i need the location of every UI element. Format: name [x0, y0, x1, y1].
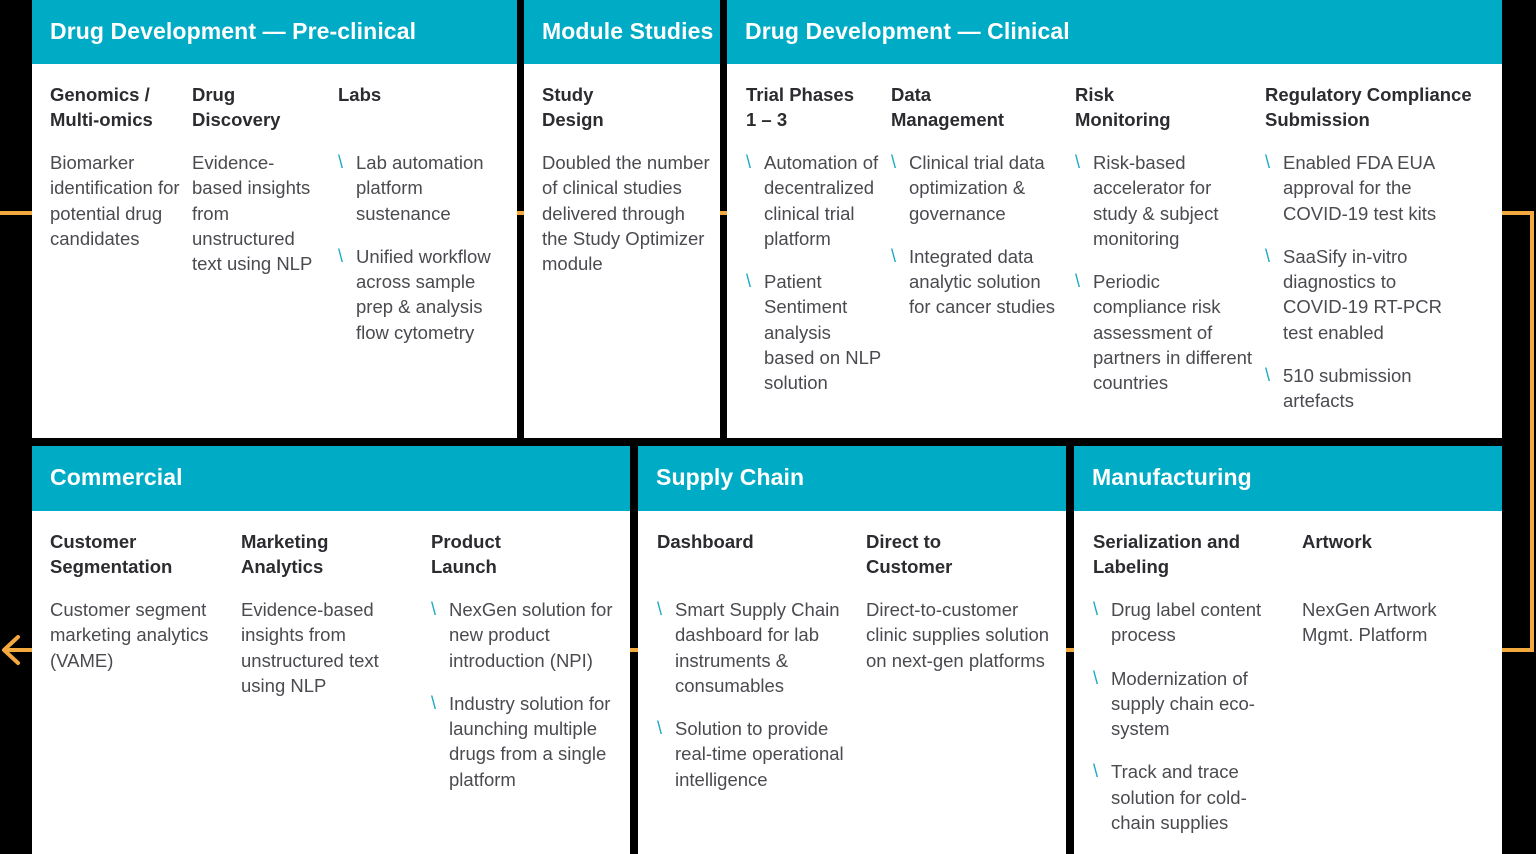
column-title: Risk Monitoring: [1075, 84, 1171, 130]
list-item: \ Risk-based accelerator for study & subj…: [1075, 152, 1219, 249]
column-text: Biomarker identification for potential d…: [50, 152, 180, 249]
panel-manufacturing: Manufacturing Serialization and Labeling …: [1074, 446, 1502, 854]
list-item: \ Automation of decentralized clinical tr…: [746, 152, 879, 249]
bullet-icon: \: [1265, 152, 1271, 172]
column-genomics: Genomics / Multi-omics Biomarker identifi…: [50, 82, 180, 251]
column-title: Direct to Customer: [866, 531, 953, 577]
panel-clinical: Drug Development — Clinical Trial Phases…: [727, 0, 1502, 438]
bullet-icon: \: [746, 152, 752, 172]
bullet-icon: \: [1093, 599, 1099, 619]
column-title: Artwork: [1302, 531, 1372, 552]
bullet-icon: \: [657, 599, 663, 619]
panel-title: Supply Chain: [638, 446, 1066, 511]
column-title: Serialization and Labeling: [1093, 531, 1241, 577]
bullet-icon: \: [1093, 667, 1099, 688]
flow-line-right-top: [1502, 211, 1534, 215]
column-title: Trial Phases 1 – 3: [746, 84, 854, 130]
list-item: \ Lab automation platform sustenance: [338, 152, 484, 224]
list-item: \ Clinical trial data optimization & gove…: [891, 152, 1045, 224]
column-text: NexGen Artwork Mgmt. Platform: [1302, 599, 1437, 646]
column-text: Customer segment marketing analytics (VA…: [50, 599, 209, 671]
column-title: Genomics / Multi-omics: [50, 84, 153, 130]
list-item: \ SaaSify in-vitro diagnostics to COVID-1…: [1265, 245, 1442, 343]
list-item: \ Unified workflow across sample prep & a…: [338, 245, 491, 343]
column-study-design: Study Design Doubled the number of clinic…: [542, 82, 712, 276]
column-regulatory: Regulatory Compliance Submission \ Enabled…: [1265, 82, 1490, 432]
panel-title: Drug Development — Pre-clinical: [32, 0, 517, 64]
list-item: \ NexGen solution for new product introdu…: [431, 599, 613, 671]
column-title: Dashboard: [657, 531, 754, 552]
column-text: Evidence-based insights from unstructure…: [241, 599, 379, 696]
column-text: Evidence-based insights from unstructure…: [192, 152, 313, 275]
list-item: \ Track and trace solution for cold-chain…: [1093, 761, 1247, 834]
bullet-icon: \: [1265, 365, 1271, 386]
column-trial-phases: Trial Phases 1 – 3 \ Automation of decentr…: [746, 82, 886, 414]
list-item: \ Integrated data analytic solution for c…: [891, 245, 1056, 318]
column-title: Labs: [338, 84, 382, 105]
column-text: Doubled the number of clinical studies d…: [542, 152, 710, 275]
flow-line-left-bottom: [4, 648, 32, 652]
arrow-left-icon: [2, 635, 20, 665]
flow-line-right-bottom: [1502, 648, 1534, 652]
flow-dot: [517, 211, 524, 215]
flow-dot: [1066, 648, 1074, 652]
column-title: Product Launch: [431, 531, 501, 577]
list-item: \ Modernization of supply chain eco-syste…: [1093, 667, 1255, 740]
panel-module-studies: Module Studies Study Design Doubled the n…: [524, 0, 720, 438]
bullet-icon: \: [1093, 761, 1099, 782]
column-title: Study Design: [542, 84, 604, 130]
panel-title: Module Studies: [524, 0, 720, 64]
column-title: Marketing Analytics: [241, 531, 329, 577]
column-direct-to-customer: Direct to Customer Direct-to-customer cli…: [866, 529, 1051, 673]
panel-title: Drug Development — Clinical: [727, 0, 1502, 64]
column-labs: Labs \ Lab automation platform sustenance…: [338, 82, 503, 363]
bullet-icon: \: [746, 271, 752, 292]
flow-dot: [630, 648, 638, 652]
column-title: Drug Discovery: [192, 84, 281, 130]
column-title: Data Management: [891, 84, 1005, 130]
column-drug-discovery: Drug Discovery Evidence-based insights fr…: [192, 82, 322, 276]
list-item: \ Smart Supply Chain dashboard for lab in…: [657, 599, 840, 696]
list-item: \ Drug label content process: [1093, 599, 1262, 646]
column-risk-monitoring: Risk Monitoring \ Risk-based accelerator f…: [1075, 82, 1255, 414]
bullet-icon: \: [338, 152, 344, 172]
column-artwork: Artwork NexGen Artwork Mgmt. Platform: [1302, 529, 1482, 648]
list-item: \ Patient Sentiment analysis based on NLP…: [746, 271, 881, 394]
flow-line-right-vertical: [1530, 211, 1534, 652]
column-product-launch: Product Launch \ NexGen solution for new p…: [431, 529, 621, 810]
bullet-icon: \: [1075, 152, 1081, 172]
column-text: Direct-to-customer clinic supplies solut…: [866, 599, 1050, 671]
bullet-icon: \: [431, 692, 437, 713]
bullet-icon: \: [338, 245, 344, 266]
bullet-icon: \: [1265, 245, 1271, 266]
bullet-icon: \: [891, 152, 897, 172]
flow-dot: [720, 211, 727, 215]
panel-preclinical: Drug Development — Pre-clinical Genomics…: [32, 0, 517, 438]
list-item: \ Industry solution for launching multipl…: [431, 692, 611, 790]
bullet-icon: \: [657, 718, 663, 739]
column-marketing-analytics: Marketing Analytics Evidence-based insigh…: [241, 529, 416, 698]
panel-commercial: Commercial Customer Segmentation Customer…: [32, 446, 630, 854]
bullet-icon: \: [891, 245, 897, 266]
column-serialization: Serialization and Labeling \ Drug label co…: [1093, 529, 1278, 853]
list-item: \ Solution to provide real-time operation…: [657, 718, 844, 790]
list-item: \ Periodic compliance risk assessment of …: [1075, 271, 1253, 394]
panel-supply-chain: Supply Chain Dashboard \ Smart Supply Cha…: [638, 446, 1066, 854]
list-item: \ 510 submission artefacts: [1265, 365, 1412, 412]
column-title: Customer Segmentation: [50, 531, 173, 577]
panel-title: Manufacturing: [1074, 446, 1502, 511]
column-title: Regulatory Compliance Submission: [1265, 84, 1472, 130]
column-customer-segmentation: Customer Segmentation Customer segment ma…: [50, 529, 225, 673]
column-dashboard: Dashboard \ Smart Supply Chain dashboard …: [657, 529, 857, 810]
bullet-icon: \: [431, 599, 437, 619]
panel-title: Commercial: [32, 446, 630, 511]
bullet-icon: \: [1075, 271, 1081, 292]
flow-line-left-top: [0, 211, 32, 215]
list-item: \ Enabled FDA EUA approval for the COVID-…: [1265, 152, 1437, 224]
column-data-management: Data Management \ Clinical trial data opti…: [891, 82, 1066, 338]
